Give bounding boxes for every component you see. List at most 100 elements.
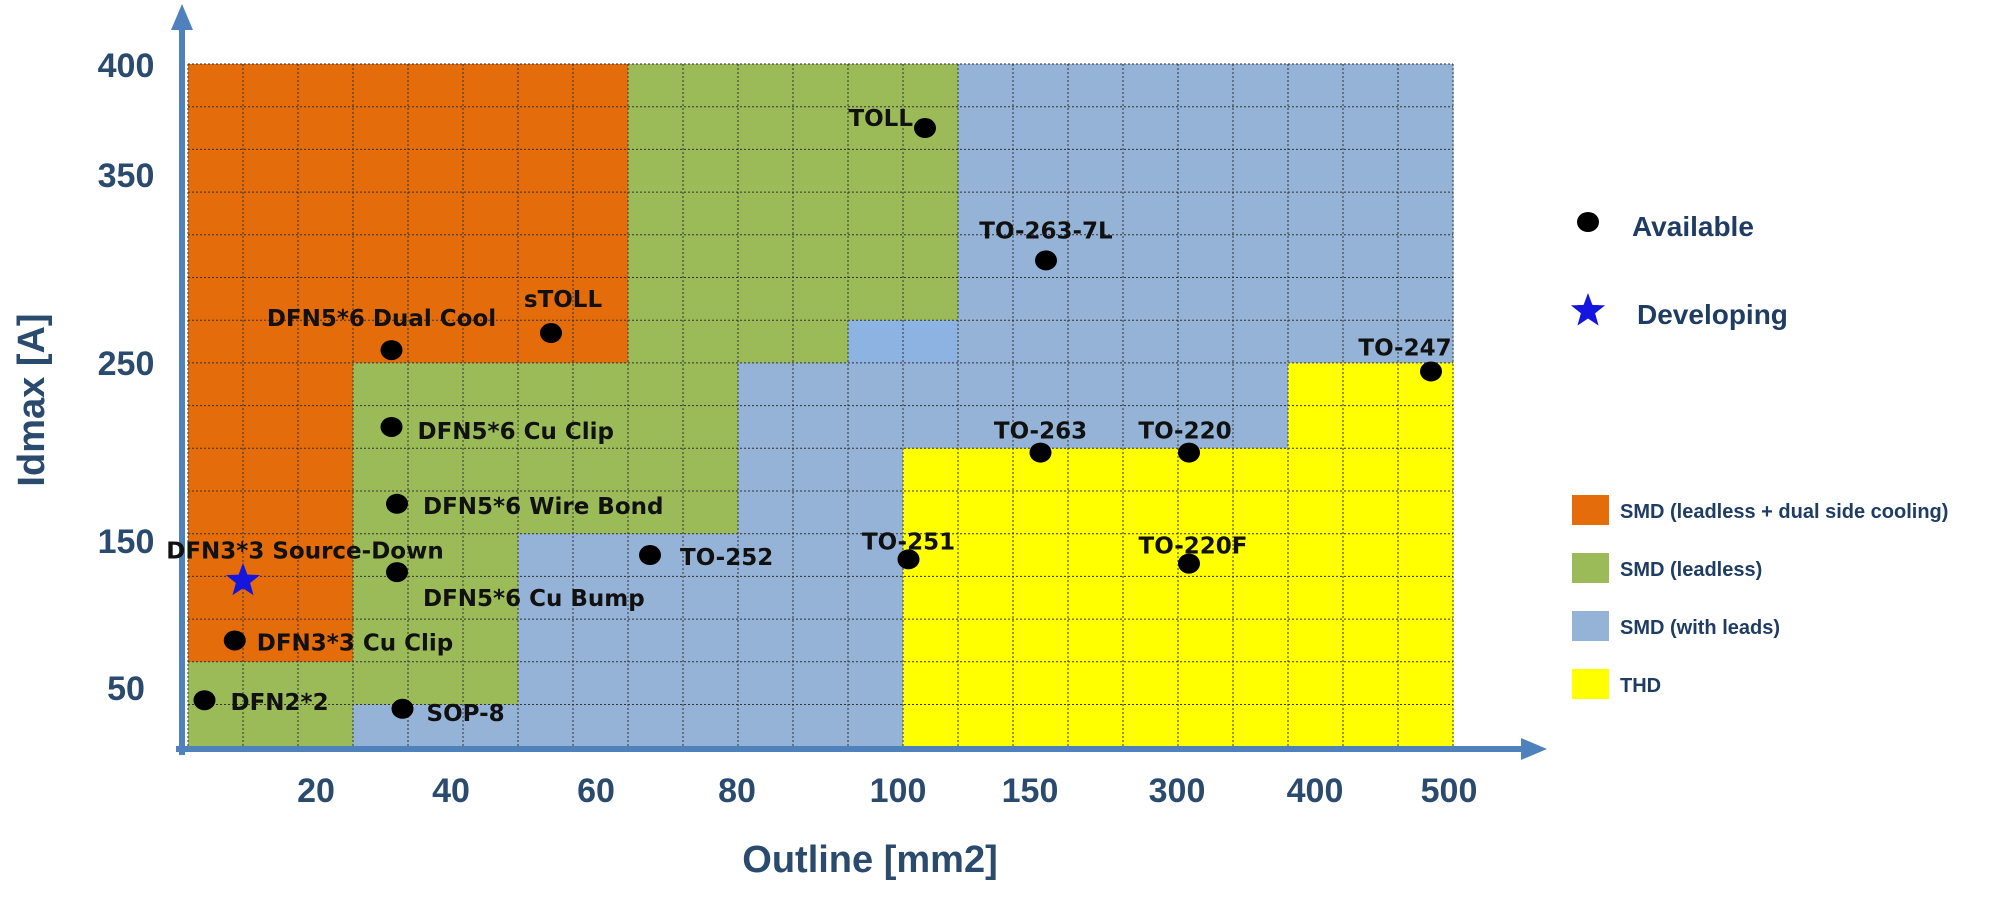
region-cell <box>408 405 464 449</box>
region-cell <box>298 106 354 150</box>
region-cell <box>903 661 959 706</box>
region-cell <box>518 576 574 620</box>
region-cell <box>518 192 574 236</box>
region-cell <box>1398 192 1454 236</box>
region-cell <box>573 64 629 108</box>
region-cell <box>1013 277 1069 321</box>
region-cell <box>1343 192 1399 236</box>
region-cell <box>1288 491 1344 535</box>
region-cell <box>518 149 574 193</box>
region-cell <box>243 405 299 449</box>
available-point <box>1029 442 1052 463</box>
region-cell <box>243 619 299 663</box>
region-cell <box>848 362 904 407</box>
region-cell <box>518 491 574 535</box>
region-cell <box>903 405 959 449</box>
region-cell <box>243 491 299 535</box>
region-cell <box>1343 149 1399 193</box>
point-label: TOLL <box>848 106 913 132</box>
region-cell <box>958 576 1014 620</box>
region-cell <box>518 533 574 577</box>
region-cell <box>683 448 739 492</box>
region-cell <box>793 661 849 706</box>
region-cell <box>1178 106 1234 150</box>
region-cell <box>353 661 409 706</box>
region-cell <box>738 448 794 492</box>
region-cell <box>298 491 354 535</box>
region-cell <box>1288 320 1344 364</box>
y-tick-label: 250 <box>98 345 155 383</box>
region-cell <box>1123 405 1179 449</box>
region-cell <box>848 704 904 748</box>
developing-point <box>225 562 261 596</box>
region-cell <box>958 661 1014 706</box>
region-cell <box>353 234 409 279</box>
available-point <box>386 493 408 514</box>
region-cell <box>793 576 849 620</box>
region-cell <box>573 106 629 150</box>
y-axis-title: Idmax [A] <box>11 313 53 486</box>
region-cell <box>188 533 244 577</box>
region-cell <box>738 64 794 108</box>
x-tick-label: 100 <box>870 772 927 810</box>
region-cell <box>683 704 739 748</box>
region-cell <box>793 448 849 492</box>
region-cell <box>243 533 299 577</box>
region-cell <box>1013 619 1069 663</box>
region-cell <box>1123 619 1179 663</box>
region-cell <box>848 448 904 492</box>
region-cell <box>1178 661 1234 706</box>
region-cell <box>1343 448 1399 492</box>
region-cell <box>353 64 409 108</box>
region-cell <box>903 362 959 407</box>
region-cell <box>243 704 299 748</box>
region-cell <box>1398 234 1454 279</box>
region-cell <box>1068 405 1124 449</box>
y-tick-label: 350 <box>98 157 155 195</box>
region-cell <box>1013 149 1069 193</box>
region-cell <box>1233 619 1289 663</box>
region-cell <box>1398 704 1454 748</box>
region-cell <box>1178 491 1234 535</box>
y-tick-label: 50 <box>107 670 145 708</box>
region-cell <box>408 106 464 150</box>
region-cell <box>628 64 684 108</box>
region-cell <box>793 362 849 407</box>
region-cell <box>188 192 244 236</box>
available-point <box>1178 553 1200 574</box>
region-cell <box>903 192 959 236</box>
point-label: TO-251 <box>862 529 955 555</box>
region-cell <box>1178 64 1234 108</box>
region-cell <box>628 448 684 492</box>
region-cell <box>1013 576 1069 620</box>
region-cell <box>408 234 464 279</box>
region-cell <box>848 533 904 577</box>
x-tick-label: 80 <box>718 772 756 810</box>
region-cell <box>243 149 299 193</box>
region-cell <box>1233 405 1289 449</box>
legend-developing-label: Developing <box>1637 299 1788 330</box>
region-cell <box>243 320 299 364</box>
region-cell <box>1233 106 1289 150</box>
region-cell <box>518 234 574 279</box>
region-cell <box>243 362 299 407</box>
region-cell <box>573 533 629 577</box>
region-cell <box>408 704 464 748</box>
region-cell <box>463 576 519 620</box>
region-cell <box>463 619 519 663</box>
region-cell <box>518 405 574 449</box>
region-cell <box>1068 491 1124 535</box>
region-cell <box>408 661 464 706</box>
region-cell <box>793 234 849 279</box>
region-cell <box>408 619 464 663</box>
point-label: TO-247 <box>1358 335 1451 361</box>
region-cell <box>463 234 519 279</box>
legend-region-label: SMD (leadless) <box>1620 559 1762 581</box>
region-cell <box>903 320 959 364</box>
region-cell <box>1233 491 1289 535</box>
region-cell <box>463 64 519 108</box>
region-cell <box>1398 533 1454 577</box>
region-cell <box>903 491 959 535</box>
region-cell <box>738 234 794 279</box>
region-cell <box>628 362 684 407</box>
